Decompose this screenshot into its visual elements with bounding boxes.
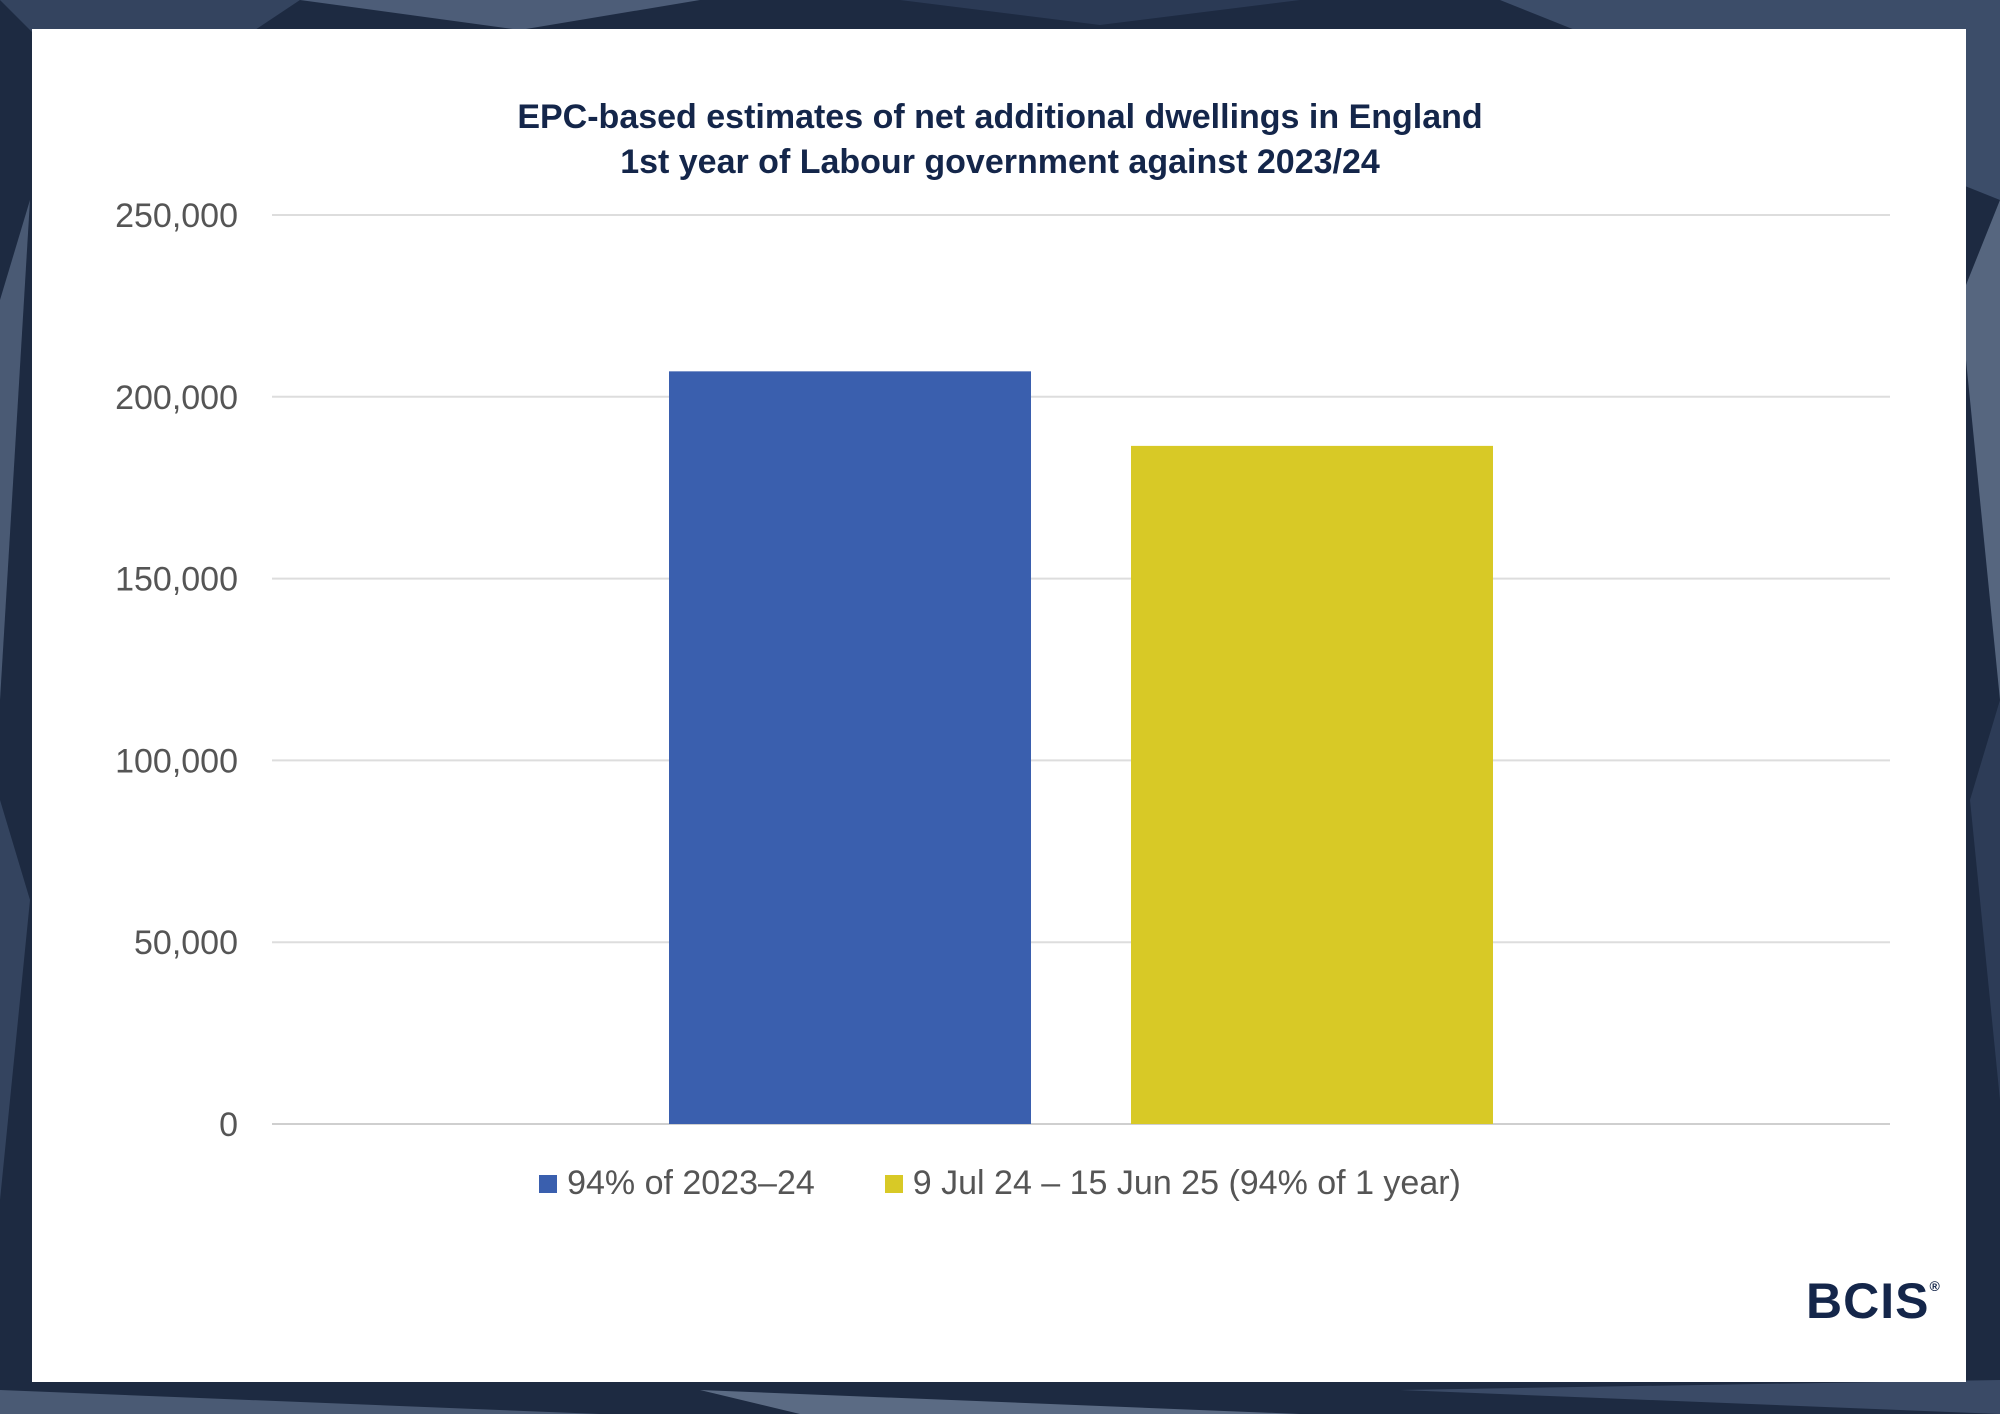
legend-item-series-2: 9 Jul 24 – 15 Jun 25 (94% of 1 year)	[884, 1164, 1461, 1203]
bcis-logo: BCIS®	[1806, 1272, 1941, 1330]
y-tick-label: 150,000	[115, 561, 238, 599]
chart-title-block: EPC-based estimates of net additional dw…	[0, 95, 2000, 185]
legend-label-series-2: 9 Jul 24 – 15 Jun 25 (94% of 1 year)	[912, 1164, 1461, 1202]
chart-legend: 94% of 2023–24 9 Jul 24 – 15 Jun 25 (94%…	[0, 1164, 2000, 1203]
registered-mark: ®	[1929, 1278, 1941, 1294]
chart-title: EPC-based estimates of net additional dw…	[517, 98, 1483, 136]
chart-subtitle: 1st year of Labour government against 20…	[620, 143, 1380, 181]
y-tick-label: 250,000	[115, 197, 238, 235]
legend-item-series-1: 94% of 2023–24	[539, 1164, 815, 1203]
logo-text: BCIS	[1806, 1273, 1930, 1329]
y-tick-label: 100,000	[115, 742, 238, 780]
y-tick-label: 0	[219, 1106, 238, 1144]
bar-series-2	[1131, 445, 1493, 1124]
legend-swatch-series-2	[884, 1174, 903, 1193]
bar-series-1	[669, 371, 1031, 1124]
y-tick-label: 200,000	[115, 379, 238, 417]
legend-swatch-series-1	[539, 1174, 558, 1193]
y-tick-label: 50,000	[134, 924, 238, 962]
legend-label-series-1: 94% of 2023–24	[567, 1164, 815, 1202]
